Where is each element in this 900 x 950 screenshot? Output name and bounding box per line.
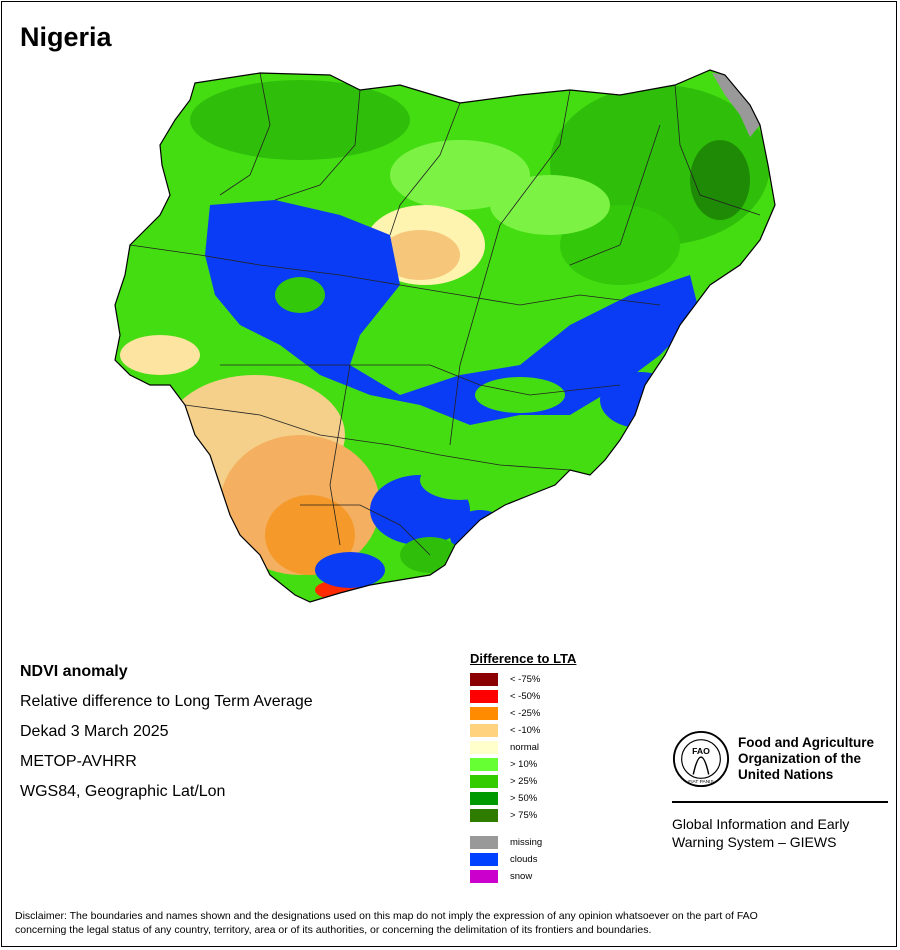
legend-label: missing — [510, 837, 543, 848]
info-projection: WGS84, Geographic Lat/Lon — [20, 783, 226, 800]
giews-line2: Warning System – GIEWS — [672, 834, 837, 850]
legend-label: > 75% — [510, 810, 538, 821]
legend-item: < -50% — [470, 688, 576, 705]
legend-label: > 10% — [510, 759, 538, 770]
disclaimer: Disclaimer: The boundaries and names sho… — [15, 909, 885, 937]
fao-name-line3: United Nations — [738, 767, 834, 782]
legend-swatch — [470, 707, 498, 720]
disclaimer-line2: concerning the legal status of any count… — [15, 924, 652, 936]
legend-item: < -10% — [470, 722, 576, 739]
legend-item: < -25% — [470, 705, 576, 722]
legend-swatch — [470, 853, 498, 866]
legend-item: > 10% — [470, 756, 576, 773]
giews-line1: Global Information and Early — [672, 816, 850, 832]
legend-swatch — [470, 758, 498, 771]
legend-item: > 25% — [470, 773, 576, 790]
legend-title: Difference to LTA — [470, 651, 577, 666]
legend-label: < -10% — [510, 725, 541, 736]
legend-item: missing — [470, 834, 576, 851]
legend-swatch — [470, 809, 498, 822]
fao-name-line2: Organization of the — [738, 751, 861, 766]
legend-swatch — [470, 792, 498, 805]
legend-swatch — [470, 775, 498, 788]
info-sensor: METOP-AVHRR — [20, 753, 137, 770]
info-subtitle: Relative difference to Long Term Average — [20, 693, 313, 710]
legend-item: < -75% — [470, 671, 576, 688]
info-title: NDVI anomaly — [20, 663, 128, 680]
legend: Difference to LTA < -75% < -50% < -25% < -1… — [470, 651, 576, 885]
ndvi-map — [100, 65, 800, 615]
fao-divider — [672, 801, 888, 803]
legend-item: clouds — [470, 851, 576, 868]
info-period: Dekad 3 March 2025 — [20, 723, 169, 740]
legend-swatch — [470, 836, 498, 849]
fao-branding: FAO FIAT PANIS Food and Agriculture Orga… — [672, 730, 888, 851]
disclaimer-line1: Disclaimer: The boundaries and names sho… — [15, 910, 758, 922]
legend-swatch — [470, 690, 498, 703]
legend-label: < -50% — [510, 691, 541, 702]
legend-swatch — [470, 724, 498, 737]
fao-logo-text: FAO — [692, 746, 710, 756]
legend-item: snow — [470, 868, 576, 885]
nigeria-map-svg — [114, 69, 776, 603]
legend-item: > 50% — [470, 790, 576, 807]
map-title: Nigeria — [20, 22, 112, 52]
legend-label: snow — [510, 871, 533, 882]
legend-label: > 50% — [510, 793, 538, 804]
fao-logo-icon: FAO FIAT PANIS — [672, 730, 730, 788]
legend-swatch — [470, 870, 498, 883]
map-info: NDVI anomaly Relative difference to Long… — [20, 657, 313, 807]
legend-label: < -75% — [510, 674, 541, 685]
legend-label: > 25% — [510, 776, 538, 787]
legend-label: < -25% — [510, 708, 541, 719]
legend-swatch — [470, 741, 498, 754]
legend-label: normal — [510, 742, 540, 753]
fao-name: Food and Agriculture Organization of the… — [738, 735, 874, 783]
legend-label: clouds — [510, 854, 538, 865]
legend-item: > 75% — [470, 807, 576, 824]
legend-item: normal — [470, 739, 576, 756]
legend-swatch — [470, 673, 498, 686]
fao-name-line1: Food and Agriculture — [738, 735, 874, 750]
fao-logo-motto: FIAT PANIS — [688, 779, 714, 785]
giews-name: Global Information and Early Warning Sys… — [672, 815, 888, 851]
